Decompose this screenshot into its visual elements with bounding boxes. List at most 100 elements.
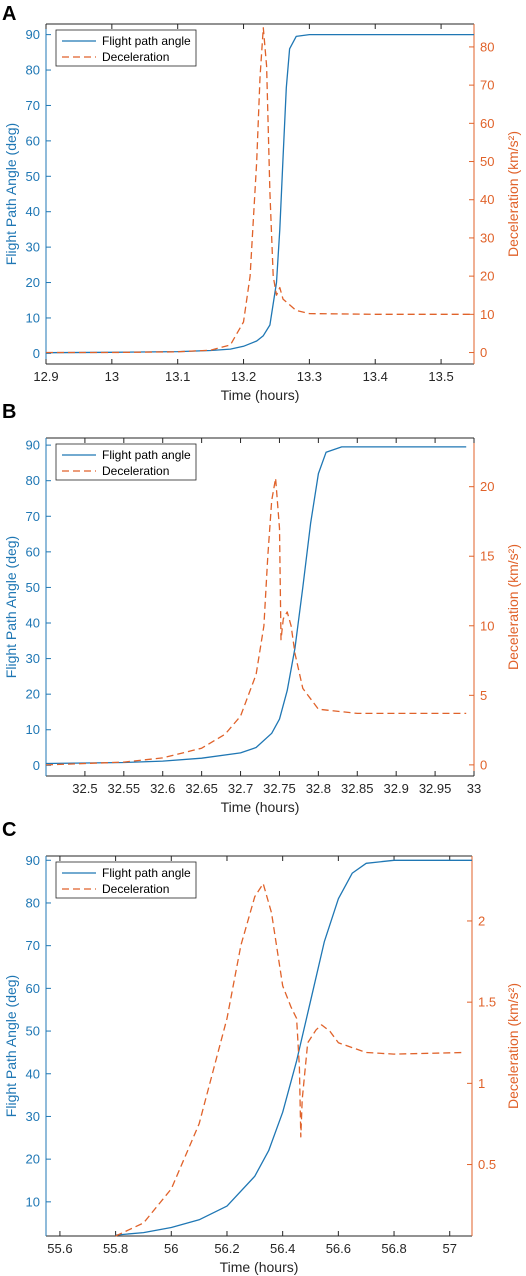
y-right-tick-label: 0 [480, 757, 487, 772]
series-deceleration [115, 882, 464, 1237]
x-tick-label: 32.95 [419, 781, 452, 796]
y-left-tick-label: 80 [26, 63, 40, 78]
x-tick-label: 13.5 [428, 369, 453, 384]
y-left-tick-label: 90 [26, 853, 40, 868]
y-right-tick-label: 10 [480, 307, 494, 322]
x-tick-label: 13.3 [297, 369, 322, 384]
x-axis-label: Time (hours) [220, 1259, 299, 1275]
y-right-tick-label: 1 [478, 1076, 485, 1091]
y-left-axis-label: Flight Path Angle (deg) [3, 975, 19, 1117]
y-left-tick-label: 50 [26, 580, 40, 595]
x-tick-label: 32.6 [150, 781, 175, 796]
legend-box [55, 443, 197, 481]
y-left-tick-label: 30 [26, 651, 40, 666]
panel-letter: B [2, 401, 16, 423]
y-left-tick-label: 60 [26, 544, 40, 559]
y-right-tick-label: 15 [480, 549, 494, 564]
x-tick-label: 55.6 [47, 1241, 72, 1256]
x-tick-label: 32.65 [185, 781, 218, 796]
y-right-tick-label: 40 [480, 192, 494, 207]
legend-label-deceleration: Deceleration [102, 50, 169, 64]
y-right-tick-label: 20 [480, 269, 494, 284]
y-right-axis-label: Deceleration (km/s²) [505, 983, 521, 1109]
x-tick-label: 55.8 [103, 1241, 128, 1256]
legend-box [55, 861, 197, 899]
x-tick-label: 56.4 [270, 1241, 295, 1256]
x-tick-label: 32.85 [341, 781, 374, 796]
x-tick-label: 56.2 [214, 1241, 239, 1256]
y-right-tick-label: 20 [480, 479, 494, 494]
y-right-tick-label: 2 [478, 913, 485, 928]
panel-letter: C [2, 819, 16, 841]
x-tick-label: 33 [467, 781, 481, 796]
x-tick-label: 32.7 [228, 781, 253, 796]
x-tick-label: 32.9 [384, 781, 409, 796]
x-tick-label: 32.8 [306, 781, 331, 796]
y-left-tick-label: 10 [26, 310, 40, 325]
y-left-tick-label: 0 [33, 346, 40, 361]
x-tick-label: 13 [105, 369, 119, 384]
y-right-tick-label: 80 [480, 39, 494, 54]
x-tick-label: 57 [442, 1241, 456, 1256]
legend-label-flight-path-angle: Flight path angle [102, 34, 191, 48]
y-left-tick-label: 10 [26, 722, 40, 737]
legend-label-flight-path-angle: Flight path angle [102, 866, 191, 880]
y-left-tick-label: 30 [26, 240, 40, 255]
y-left-tick-label: 90 [26, 438, 40, 453]
y-left-tick-label: 80 [26, 473, 40, 488]
y-left-tick-label: 30 [26, 1109, 40, 1124]
series-flight-path-angle [45, 446, 467, 765]
series-deceleration [45, 477, 467, 766]
y-left-tick-label: 20 [26, 687, 40, 702]
legend: Flight path angle Deceleration [55, 861, 197, 899]
y-left-tick-label: 70 [26, 98, 40, 113]
y-right-tick-label: 70 [480, 78, 494, 93]
chart-panel-a: A 12.9 13 13.1 13.2 13.3 13.4 13.5 0 10 20 30 40 50 60… [2, 3, 521, 403]
y-left-tick-label: 20 [26, 275, 40, 290]
legend-label-deceleration: Deceleration [102, 882, 169, 896]
x-tick-label: 12.9 [33, 369, 58, 384]
series-flight-path-angle [115, 859, 472, 1236]
y-right-tick-label: 0.5 [478, 1157, 496, 1172]
y-left-tick-label: 50 [26, 169, 40, 184]
y-left-tick-label: 20 [26, 1152, 40, 1167]
x-tick-label: 13.4 [363, 369, 388, 384]
y-left-tick-label: 40 [26, 616, 40, 631]
y-left-tick-label: 90 [26, 27, 40, 42]
panel-letter: A [2, 3, 16, 25]
y-right-tick-label: 10 [480, 618, 494, 633]
x-tick-label: 56 [164, 1241, 178, 1256]
y-left-tick-label: 0 [33, 758, 40, 773]
y-right-tick-label: 60 [480, 116, 494, 131]
y-right-axis-label: Deceleration (km/s²) [505, 131, 521, 257]
legend-label-deceleration: Deceleration [102, 464, 169, 478]
x-tick-label: 13.2 [231, 369, 256, 384]
chart-panel-c: C 55.6 55.8 56 56.2 56.4 56.6 56.8 57 10 20 30 40 50 6… [2, 819, 521, 1275]
y-left-tick-label: 80 [26, 895, 40, 910]
y-left-axis-label: Flight Path Angle (deg) [3, 536, 19, 678]
y-right-axis-label: Deceleration (km/s²) [505, 544, 521, 670]
y-left-tick-label: 50 [26, 1024, 40, 1039]
legend-label-flight-path-angle: Flight path angle [102, 448, 191, 462]
x-axis-label: Time (hours) [221, 387, 300, 403]
y-left-tick-label: 40 [26, 1066, 40, 1081]
y-left-tick-label: 70 [26, 509, 40, 524]
y-left-tick-label: 10 [26, 1194, 40, 1209]
x-tick-label: 13.1 [165, 369, 190, 384]
y-left-tick-label: 60 [26, 981, 40, 996]
y-right-tick-label: 5 [480, 688, 487, 703]
y-right-tick-label: 50 [480, 154, 494, 169]
y-left-axis-label: Flight Path Angle (deg) [3, 123, 19, 265]
y-right-tick-label: 0 [480, 345, 487, 360]
y-left-tick-label: 60 [26, 133, 40, 148]
y-left-tick-label: 40 [26, 204, 40, 219]
x-tick-label: 32.55 [108, 781, 141, 796]
x-tick-label: 32.5 [72, 781, 97, 796]
legend: Flight path angle Deceleration [55, 29, 197, 67]
x-tick-label: 32.75 [263, 781, 296, 796]
x-tick-label: 56.6 [326, 1241, 351, 1256]
y-right-tick-label: 1.5 [478, 995, 496, 1010]
legend: Flight path angle Deceleration [55, 443, 197, 481]
